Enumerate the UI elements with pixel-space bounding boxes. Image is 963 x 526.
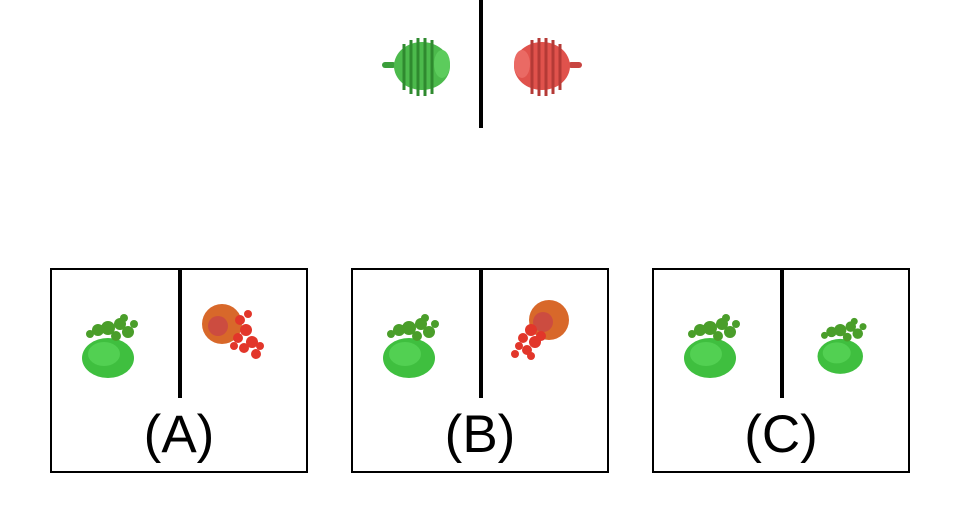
option-label: (B): [444, 405, 516, 464]
green-plant-cluster-icon: [817, 317, 867, 374]
option-label: (C): [744, 405, 818, 464]
option-divider: [479, 270, 483, 398]
green-plant-cluster-icon: [383, 314, 439, 378]
green-coil-object-icon: [382, 38, 450, 96]
red-plant-cluster-icon: [511, 300, 569, 360]
red-plant-cluster-icon: [202, 304, 264, 359]
option-divider: [780, 270, 784, 398]
option-c[interactable]: (C): [652, 268, 910, 473]
option-b[interactable]: (B): [351, 268, 609, 473]
option-a[interactable]: (A): [50, 268, 308, 473]
reference-divider: [479, 0, 483, 128]
red-coil-object-icon: [514, 38, 582, 96]
green-plant-cluster-icon: [82, 314, 138, 378]
option-label: (A): [143, 405, 215, 464]
option-divider: [178, 270, 182, 398]
green-plant-cluster-icon: [684, 314, 740, 378]
